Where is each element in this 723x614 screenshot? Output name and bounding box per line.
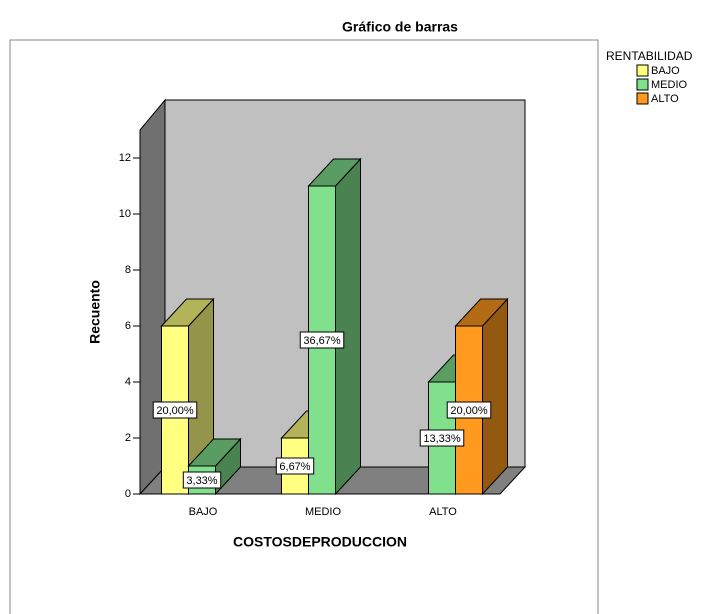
x-tick-label: ALTO — [429, 506, 457, 518]
value-label-box — [182, 471, 222, 489]
legend-label: BAJO — [651, 65, 680, 77]
y-tick-label: 2 — [125, 432, 131, 444]
value-label-box — [275, 457, 315, 475]
value-label: 20,00% — [450, 405, 488, 417]
y-tick-label: 6 — [125, 320, 131, 332]
legend-swatch — [636, 78, 649, 91]
y-tick-label: 0 — [125, 488, 131, 500]
legend-label: MEDIO — [651, 79, 688, 91]
chart-title: Gráfico de barras — [342, 19, 458, 35]
y-tick-label: 12 — [119, 152, 131, 164]
bar-side — [482, 297, 508, 496]
value-label: 3,33% — [186, 475, 217, 487]
value-label-box — [299, 331, 345, 349]
value-label: 6,67% — [279, 461, 310, 473]
value-label-box — [446, 401, 492, 419]
value-label-box — [152, 401, 198, 419]
x-tick-label: BAJO — [189, 506, 218, 518]
legend-label: ALTO — [651, 93, 679, 105]
legend-title: RENTABILIDAD — [606, 49, 693, 63]
value-label: 20,00% — [156, 405, 194, 417]
value-label: 36,67% — [303, 335, 341, 347]
y-tick-label: 10 — [119, 208, 131, 220]
x-tick-label: MEDIO — [305, 506, 342, 518]
y-axis-label: Recuento — [87, 280, 103, 344]
bar-side — [335, 157, 361, 496]
legend-swatch — [636, 64, 649, 77]
value-label: 13,33% — [423, 433, 461, 445]
y-tick-label: 8 — [125, 264, 131, 276]
y-tick-label: 4 — [125, 376, 131, 388]
legend-swatch — [636, 92, 649, 105]
x-axis-label: COSTOSDEPRODUCCION — [233, 534, 407, 550]
value-label-box — [419, 429, 465, 447]
